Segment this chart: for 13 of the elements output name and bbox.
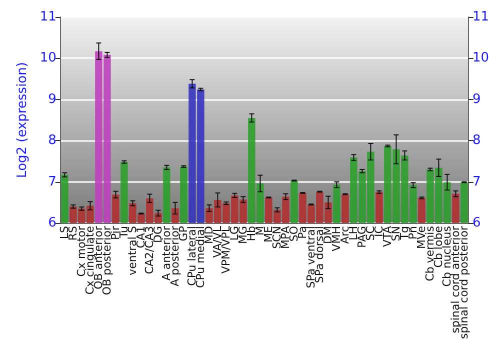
y-tick-label: 11 xyxy=(40,10,56,24)
y2-tick-label: 11 xyxy=(472,10,490,24)
y2-tick-label: 6 xyxy=(472,216,481,231)
y2-tick-label: 10 xyxy=(472,50,490,66)
y-tick-label: 10 xyxy=(40,50,56,66)
y-tick-label: 6 xyxy=(48,216,56,231)
y-tick-label: 8 xyxy=(48,133,56,148)
y-axis-title: Log2 (expression) xyxy=(15,62,30,178)
y2-tick-label: 7 xyxy=(472,174,481,190)
y-tick-label: 9 xyxy=(48,92,56,107)
y-tick-label: 7 xyxy=(48,174,56,190)
y2-tick-label: 9 xyxy=(472,92,481,107)
y2-tick-label: 8 xyxy=(472,133,481,148)
